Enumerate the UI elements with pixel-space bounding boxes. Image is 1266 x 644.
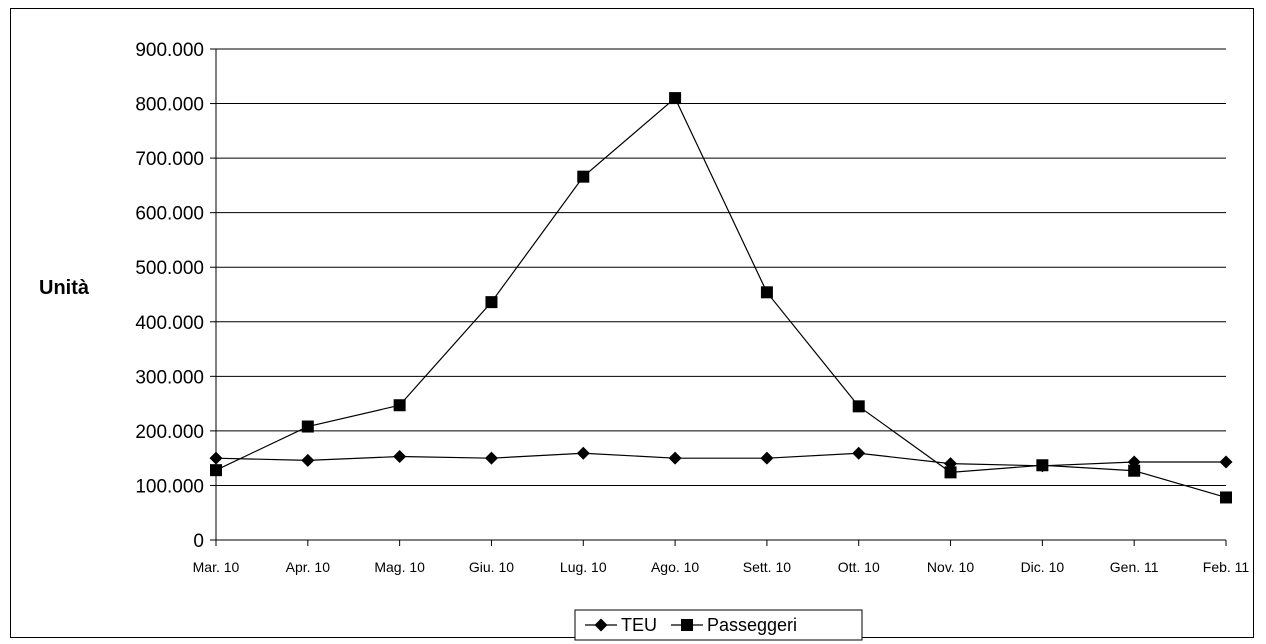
- legend-label: Passeggeri: [707, 615, 797, 635]
- x-tick-labels: Mar. 10 Apr. 10 Mag. 10 Giu. 10 Lug. 10 Ago. …: [193, 559, 1250, 575]
- data-point-diamond: [668, 451, 682, 465]
- legend-box: [574, 609, 863, 641]
- data-point-diamond: [1219, 455, 1233, 469]
- data-point-square: [210, 464, 222, 477]
- data-point-square: [760, 286, 773, 299]
- y-tick-label: 400.000: [135, 313, 204, 334]
- y-tick-label: 100.000: [135, 476, 204, 497]
- y-tick-label: 700.000: [135, 149, 204, 170]
- x-tick-label: Nov. 10: [927, 559, 974, 575]
- y-tick-labels: 0 100.000 200.000 300.000 400.000 500.000 600.…: [135, 40, 204, 552]
- x-tick-label: Mar. 10: [193, 559, 240, 575]
- series-line: [215, 97, 1227, 499]
- data-point-diamond: [576, 446, 590, 460]
- data-point-square: [1128, 464, 1141, 477]
- data-point-square: [393, 399, 406, 412]
- y-axis-label: Unità: [39, 277, 90, 299]
- series-line: [215, 452, 1226, 467]
- y-tick-label: 600.000: [135, 204, 204, 225]
- data-point-diamond: [301, 453, 315, 467]
- data-point-square: [669, 92, 682, 105]
- legend: TEU Passeggeri: [574, 609, 863, 641]
- series-teu: [209, 446, 1233, 473]
- x-tick-label: Lug. 10: [560, 559, 607, 575]
- x-tick-label: Apr. 10: [286, 559, 331, 575]
- legend-item: Passeggeri: [671, 615, 797, 635]
- y-tick-label: 500.000: [135, 258, 204, 279]
- grid-lines: [216, 48, 1226, 486]
- data-point-square: [1036, 459, 1049, 472]
- y-tick-label: 200.000: [135, 422, 204, 443]
- data-point-square: [852, 400, 865, 413]
- data-point-square: [681, 619, 693, 631]
- data-point-diamond: [484, 451, 498, 465]
- y-tick-label: 0: [193, 531, 204, 552]
- y-tick-label: 800.000: [135, 95, 204, 116]
- x-tick-label: Gen. 11: [1110, 559, 1159, 575]
- data-point-square: [485, 296, 498, 309]
- data-point-square: [944, 466, 957, 479]
- x-tick-label: Dic. 10: [1021, 559, 1065, 575]
- x-tick-label: Feb. 11: [1203, 559, 1250, 575]
- data-point-diamond: [393, 450, 407, 464]
- series-passeggeri: [210, 92, 1232, 504]
- legend-item: TEU: [585, 615, 657, 635]
- y-tick-label: 300.000: [135, 367, 204, 388]
- legend-label: TEU: [621, 615, 657, 635]
- data-point-diamond: [760, 451, 774, 465]
- data-point-diamond: [594, 618, 608, 632]
- series: [209, 92, 1233, 504]
- data-point-diamond: [852, 446, 866, 460]
- x-tick-label: Ago. 10: [651, 559, 699, 575]
- axes: [210, 48, 1227, 546]
- data-point-diamond: [209, 451, 223, 465]
- x-tick-label: Giu. 10: [469, 559, 514, 575]
- x-tick-label: Mag. 10: [374, 559, 425, 575]
- data-point-square: [1220, 491, 1232, 504]
- x-tick-label: Sett. 10: [743, 559, 791, 575]
- data-point-square: [577, 170, 590, 183]
- data-point-square: [301, 420, 314, 433]
- x-tick-label: Ott. 10: [838, 559, 880, 575]
- y-tick-label: 900.000: [135, 40, 204, 61]
